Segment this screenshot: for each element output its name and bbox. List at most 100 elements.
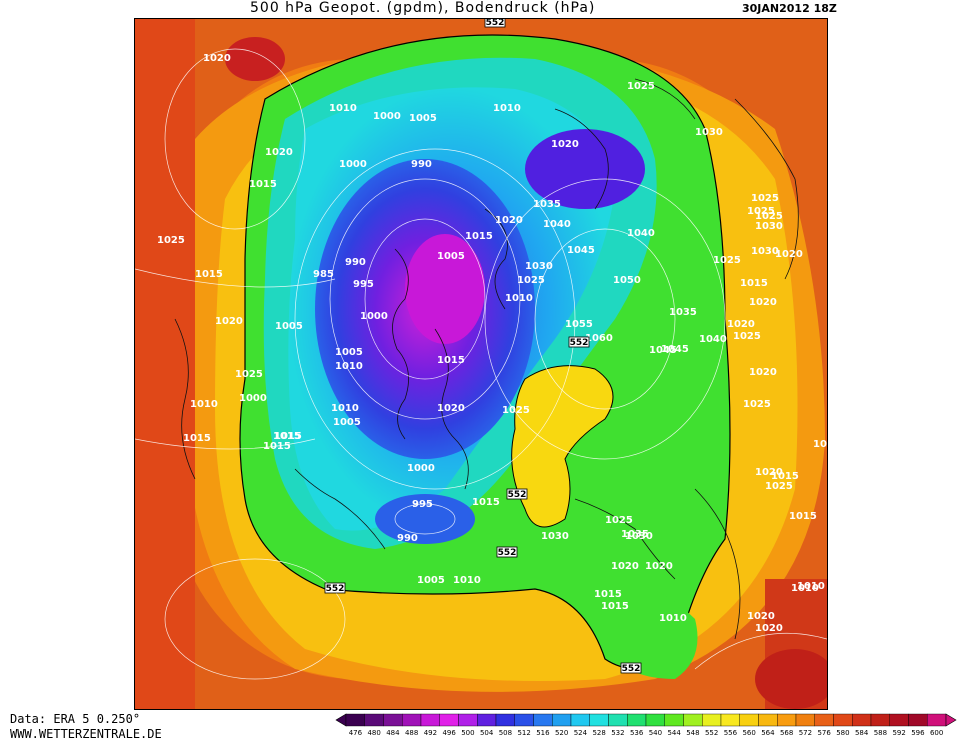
scale-tick-label: 588 xyxy=(873,729,888,737)
scale-tick-label: 508 xyxy=(498,729,513,737)
color-scale: 476 480 484 488 492 496 500 504 508 512 516 520 524 5… xyxy=(334,712,959,741)
pressure-label: 1010 xyxy=(453,575,481,586)
pressure-label: 1000 xyxy=(360,311,388,322)
scale-tick-label: 492 xyxy=(423,729,438,737)
color-scale-bar xyxy=(335,713,957,727)
pressure-label: 1010 xyxy=(335,361,363,372)
pressure-label: 1015 xyxy=(594,589,622,600)
pressure-label: 985 xyxy=(313,269,334,280)
scale-swatch xyxy=(514,713,534,727)
geopotential-label-box xyxy=(620,662,642,674)
pressure-label: 1020 xyxy=(747,611,775,622)
geopotential-label-text: 552 xyxy=(508,490,527,500)
pressure-label: 1040 xyxy=(627,228,655,239)
scale-swatch xyxy=(458,713,478,727)
pressure-labels: 1020101510201025101510201025101510101000… xyxy=(157,53,827,634)
pressure-label: 1020 xyxy=(749,297,777,308)
low-south xyxy=(375,494,475,544)
pressure-label: 1025 xyxy=(235,369,263,380)
scale-swatch xyxy=(683,713,703,727)
scale-swatch xyxy=(533,713,553,727)
scale-tick-label: 564 xyxy=(761,729,775,737)
pressure-label: 1020 xyxy=(495,215,523,226)
scale-tick-label: 536 xyxy=(629,729,644,737)
scale-tick-label: 600 xyxy=(929,729,944,737)
scale-tick-label: 496 xyxy=(442,729,456,737)
scale-tick-label: 544 xyxy=(667,729,681,737)
pressure-label: 1010 xyxy=(190,399,218,410)
scale-tick-label: 560 xyxy=(742,729,756,737)
scale-swatch xyxy=(795,713,815,727)
pressure-label: 1010 xyxy=(797,581,825,592)
warm-band-west xyxy=(135,19,195,709)
pressure-label: 1030 xyxy=(541,531,569,542)
pressure-label: 1010 xyxy=(659,613,687,624)
geopotential-label: 552 xyxy=(506,488,528,500)
pressure-label: 1010 xyxy=(791,583,819,594)
geopotential-label: 552 xyxy=(484,19,506,28)
geopotential-label-box xyxy=(506,488,528,500)
pressure-label: 1005 xyxy=(333,417,361,428)
geopotential-label-text: 552 xyxy=(622,664,641,674)
scale-tick-label: 476 xyxy=(348,729,363,737)
pressure-label: 1020 xyxy=(203,53,231,64)
scale-tick-label: 484 xyxy=(386,729,400,737)
scale-tick-label: 528 xyxy=(592,729,606,737)
pressure-label: 1025 xyxy=(765,481,793,492)
pressure-label: 1015 xyxy=(472,497,500,508)
pressure-label: 1050 xyxy=(613,275,641,286)
pressure-label: 1015 xyxy=(740,278,768,289)
scale-swatch xyxy=(739,713,759,727)
scale-tick-label: 516 xyxy=(536,729,550,737)
pressure-label: 1030 xyxy=(625,531,653,542)
vortex-core-magenta xyxy=(405,234,485,344)
pressure-label: 1025 xyxy=(755,211,783,222)
pressure-label: 1020 xyxy=(551,139,579,150)
pressure-label: 1000 xyxy=(339,159,367,170)
secondary-low-east xyxy=(525,129,645,209)
pressure-label: 1025 xyxy=(605,515,633,526)
scale-swatch xyxy=(814,713,834,727)
pressure-label: 1040 xyxy=(543,219,571,230)
geopotential-label-box xyxy=(484,19,506,28)
scale-swatch xyxy=(383,713,403,727)
pressure-label: 1030 xyxy=(755,221,783,232)
scale-swatch xyxy=(908,713,928,727)
scale-swatch xyxy=(364,713,384,727)
pressure-label: 1005 xyxy=(335,347,363,358)
pressure-label: 990 xyxy=(411,159,432,170)
pressure-label: 1030 xyxy=(751,246,779,257)
geopotential-label-text: 552 xyxy=(326,584,345,594)
scale-swatch xyxy=(345,713,365,727)
pressure-label: 1015 xyxy=(465,231,493,242)
scale-tick-label: 596 xyxy=(911,729,925,737)
pressure-label: 1030 xyxy=(525,261,553,272)
pressure-label: 1020 xyxy=(749,367,777,378)
pressure-label: 1025 xyxy=(733,331,761,342)
scale-tick-label: 568 xyxy=(779,729,794,737)
pressure-label: 1010 xyxy=(331,403,359,414)
data-source-label: Data: ERA 5 0.250° xyxy=(10,712,141,726)
pressure-label: 1045 xyxy=(649,345,677,356)
pressure-label: 1055 xyxy=(565,319,593,330)
pressure-label: 1025 xyxy=(713,255,741,266)
coastlines xyxy=(174,78,799,640)
pressure-label: 1020 xyxy=(611,561,639,572)
pressure-label: 1010 xyxy=(329,103,357,114)
scale-swatch xyxy=(720,713,740,727)
pressure-label: 990 xyxy=(345,257,366,268)
geopotential-label: 552 xyxy=(324,582,346,594)
pressure-label: 1020 xyxy=(265,147,293,158)
geopotential-label-text: 552 xyxy=(498,548,517,558)
scale-swatch xyxy=(758,713,778,727)
scale-swatch xyxy=(889,713,909,727)
scale-tick-label: 524 xyxy=(573,729,588,737)
pressure-label: 1020 xyxy=(755,623,783,634)
pressure-label: 1020 xyxy=(813,439,827,450)
pressure-label: 1035 xyxy=(621,529,649,540)
scale-swatch xyxy=(570,713,590,727)
geopotential-label-text: 552 xyxy=(486,19,505,28)
scale-swatch xyxy=(870,713,890,727)
geopotential-label: 552 xyxy=(496,546,518,558)
scale-tick-label: 540 xyxy=(648,729,663,737)
